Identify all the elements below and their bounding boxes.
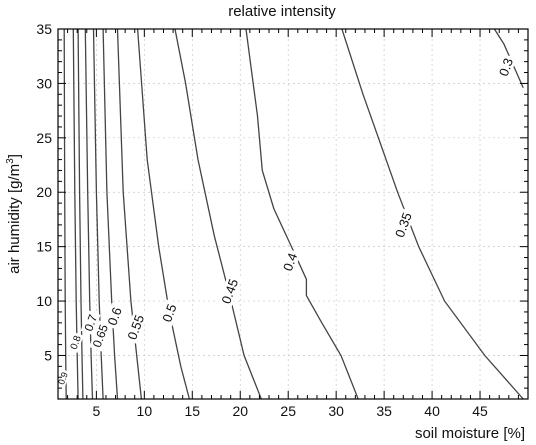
contour-line bbox=[92, 28, 104, 400]
contour-line bbox=[493, 28, 524, 89]
x-tick-labels: 5 10 15 20 25 30 35 40 45 bbox=[92, 403, 488, 419]
contour-label: 0.6 bbox=[103, 302, 126, 330]
contour-line bbox=[72, 28, 79, 400]
contour-line bbox=[84, 28, 94, 400]
x-axis-title: soil moisture [%] bbox=[415, 425, 525, 442]
y-tick-label: 5 bbox=[44, 347, 52, 363]
contour-labels: 0.90.80.70.650.6 0.55 0.50.450.40.350.3 bbox=[55, 53, 517, 388]
contour-label-text: 0.5 bbox=[159, 302, 179, 324]
y-axis-title-end: ] bbox=[6, 154, 23, 158]
contour-lines bbox=[63, 28, 524, 400]
contour-line bbox=[77, 28, 84, 400]
contour-line bbox=[102, 28, 119, 400]
contour-label-text: 0.4 bbox=[280, 251, 300, 273]
y-tick-label: 35 bbox=[36, 21, 52, 37]
x-tick-label: 15 bbox=[184, 403, 200, 419]
contour-label-text: 0.8 bbox=[69, 334, 84, 351]
contour-label-bg bbox=[80, 310, 101, 336]
x-tick-label: 35 bbox=[376, 403, 392, 419]
contour-label-text: 0.6 bbox=[105, 305, 125, 327]
contour-line bbox=[245, 28, 359, 400]
contour-line bbox=[341, 28, 524, 400]
contour-label-text: 0.35 bbox=[392, 210, 415, 239]
x-tick-label: 40 bbox=[424, 403, 440, 419]
x-tick-label: 30 bbox=[328, 403, 344, 419]
contour-label-bg bbox=[89, 320, 112, 352]
contour-label-text: 0.45 bbox=[218, 277, 241, 306]
contour-label: 0.3 bbox=[495, 53, 517, 81]
contour-label: 0.45 bbox=[217, 274, 242, 309]
contour-label: 0.5 bbox=[158, 299, 181, 327]
contour-label-bg bbox=[217, 274, 242, 309]
contour-label-text: 0.7 bbox=[81, 312, 100, 333]
chart-title: relative intensity bbox=[228, 3, 336, 20]
contour-line bbox=[116, 28, 143, 400]
y-tick-label: 30 bbox=[36, 75, 52, 91]
contour-label-text: 0.55 bbox=[124, 313, 147, 342]
x-tick-label: 20 bbox=[232, 403, 248, 419]
contour-label-text: 0.9 bbox=[56, 371, 70, 386]
contour-label: 0.35 bbox=[391, 208, 416, 242]
y-axis-title-main: air humidity [g/m bbox=[6, 164, 23, 274]
x-tick-label: 5 bbox=[92, 403, 100, 419]
contour-label-bg bbox=[66, 331, 84, 353]
contour-label-bg bbox=[279, 248, 301, 276]
contour-label: 0.7 bbox=[80, 310, 101, 336]
contour-label: 0.9 bbox=[55, 368, 71, 388]
y-axis-title-sup: 3 bbox=[5, 158, 16, 164]
y-tick-label: 20 bbox=[36, 184, 52, 200]
contour-label-bg bbox=[391, 208, 416, 242]
contour-label-bg bbox=[123, 310, 148, 345]
y-tick-labels: 5 10 15 20 25 30 35 bbox=[36, 21, 52, 363]
contour-line bbox=[174, 28, 262, 400]
contour-label-text: 0.3 bbox=[496, 56, 516, 78]
y-axis-title: air humidity [g/m3] bbox=[5, 154, 23, 274]
x-tick-label: 10 bbox=[137, 403, 153, 419]
x-tick-label: 25 bbox=[280, 403, 296, 419]
contour-label: 0.8 bbox=[66, 331, 84, 353]
y-tick-label: 15 bbox=[36, 239, 52, 255]
grid bbox=[58, 28, 528, 399]
contour-label-bg bbox=[55, 368, 71, 388]
contour-line bbox=[63, 28, 67, 400]
y-tick-label: 10 bbox=[36, 293, 52, 309]
contour-label-bg bbox=[495, 53, 517, 81]
plot-frame bbox=[57, 28, 529, 400]
contour-label-bg bbox=[103, 302, 126, 330]
axis-ticks bbox=[57, 28, 529, 400]
contour-label: 0.4 bbox=[279, 248, 301, 276]
contour-label-bg bbox=[158, 299, 181, 327]
x-tick-label: 45 bbox=[472, 403, 488, 419]
contour-line bbox=[136, 28, 191, 400]
y-tick-label: 25 bbox=[36, 130, 52, 146]
